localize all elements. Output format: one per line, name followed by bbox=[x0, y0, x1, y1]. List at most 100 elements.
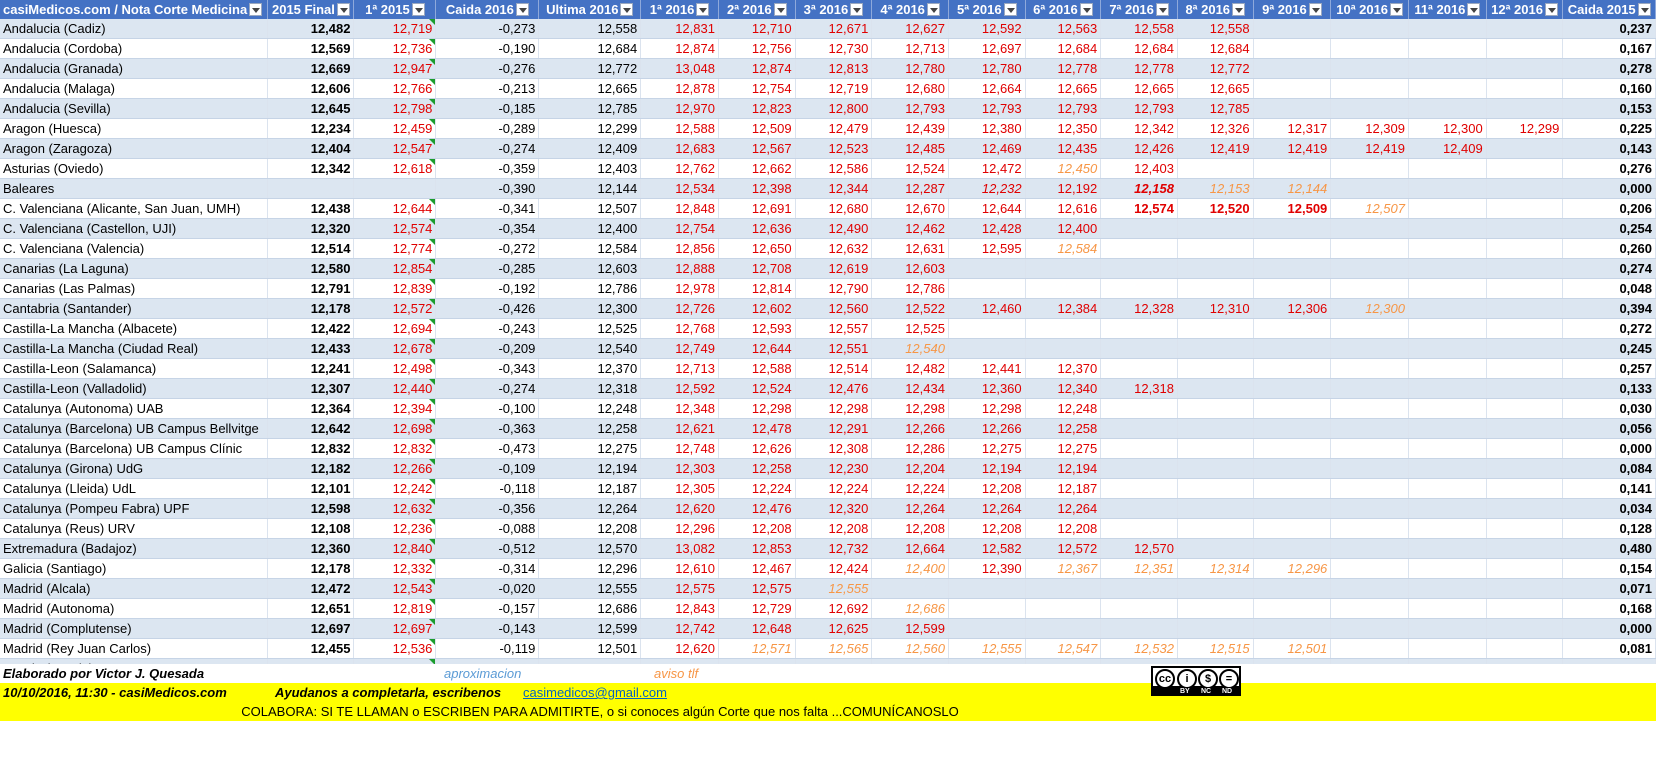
cell-1-2015[interactable]: 12,840 bbox=[353, 538, 437, 559]
cell-1-2015[interactable]: 12,618 bbox=[353, 158, 437, 179]
cell-caida-2016[interactable]: -0,473 bbox=[435, 438, 540, 459]
cell-2-2016[interactable]: 12,208 bbox=[718, 518, 796, 539]
cell-2015-final[interactable]: 12,791 bbox=[267, 278, 355, 299]
cell-6-2016[interactable]: 12,572 bbox=[1025, 538, 1102, 559]
cell-6-2016[interactable]: 12,563 bbox=[1025, 19, 1102, 39]
university-name-cell[interactable]: Madrid (Complutense) bbox=[0, 618, 269, 639]
cell-caida-2016[interactable]: -0,119 bbox=[435, 638, 540, 659]
cell-6-2016[interactable]: 12,616 bbox=[1025, 198, 1102, 219]
column-header-3[interactable]: Caida 2016 bbox=[435, 0, 540, 19]
filter-dropdown-icon[interactable] bbox=[1467, 3, 1481, 17]
cell-caida-2016[interactable]: -0,192 bbox=[435, 278, 540, 299]
cell-caida-2016[interactable]: -0,512 bbox=[435, 538, 540, 559]
cell-ultima-2016[interactable]: 12,187 bbox=[538, 478, 642, 499]
university-name-cell[interactable]: Baleares bbox=[0, 178, 269, 199]
cell-2015-final[interactable]: 12,669 bbox=[267, 58, 355, 79]
cell-4-2016[interactable]: 12,631 bbox=[871, 238, 949, 259]
cell-1-2015[interactable]: 12,766 bbox=[353, 78, 437, 99]
cell-5-2016[interactable]: 12,298 bbox=[948, 398, 1026, 419]
university-name-cell[interactable]: C. Valenciana (Castellon, UJI) bbox=[0, 218, 269, 239]
cell-5-2016[interactable]: 12,441 bbox=[948, 358, 1026, 379]
cell-9-2016[interactable] bbox=[1253, 398, 1332, 419]
cell-ultima-2016[interactable]: 12,786 bbox=[538, 278, 642, 299]
cell-4-2016[interactable]: 12,680 bbox=[871, 78, 949, 99]
column-header-14[interactable]: 10ª 2016 bbox=[1330, 0, 1409, 19]
cell-11-2016[interactable] bbox=[1408, 498, 1487, 519]
cell-2-2016[interactable]: 12,874 bbox=[718, 58, 796, 79]
cell-2015-final[interactable]: 12,832 bbox=[267, 438, 355, 459]
university-name-cell[interactable]: Catalunya (Autonoma) UAB bbox=[0, 398, 269, 419]
cell-10-2016[interactable]: 12,309 bbox=[1330, 118, 1409, 139]
cell-11-2016[interactable] bbox=[1408, 578, 1487, 599]
cell-4-2016[interactable]: 12,560 bbox=[871, 638, 949, 659]
cell-7-2016[interactable]: 12,558 bbox=[1100, 19, 1178, 39]
cell-2015-final[interactable]: 12,580 bbox=[267, 258, 355, 279]
cell-8-2016[interactable]: 12,326 bbox=[1177, 118, 1254, 139]
cell-1-2015[interactable]: 12,574 bbox=[353, 218, 437, 239]
cell-10-2016[interactable] bbox=[1330, 278, 1409, 299]
cell-1-2015[interactable]: 12,536 bbox=[353, 638, 437, 659]
cell-11-2016[interactable] bbox=[1408, 458, 1487, 479]
cell-caida-2015[interactable]: 0,034 bbox=[1562, 498, 1656, 519]
cell-9-2016[interactable] bbox=[1253, 38, 1332, 59]
cell-1-2015[interactable]: 12,694 bbox=[353, 318, 437, 339]
cell-9-2016[interactable] bbox=[1253, 19, 1332, 39]
cell-11-2016[interactable] bbox=[1408, 258, 1487, 279]
cell-5-2016[interactable]: 12,360 bbox=[948, 378, 1026, 399]
cell-6-2016[interactable] bbox=[1025, 318, 1102, 339]
cell-9-2016[interactable] bbox=[1253, 318, 1332, 339]
cell-5-2016[interactable] bbox=[948, 278, 1026, 299]
cell-10-2016[interactable] bbox=[1330, 438, 1409, 459]
cell-8-2016[interactable]: 12,314 bbox=[1177, 558, 1254, 579]
cell-3-2016[interactable]: 12,230 bbox=[795, 458, 873, 479]
cell-caida-2015[interactable]: 0,168 bbox=[1562, 598, 1656, 619]
cell-caida-2016[interactable]: -0,272 bbox=[435, 238, 540, 259]
cell-caida-2016[interactable]: -0,020 bbox=[435, 578, 540, 599]
cell-9-2016[interactable]: 12,419 bbox=[1253, 138, 1332, 159]
cell-2-2016[interactable]: 12,509 bbox=[718, 118, 796, 139]
cell-1-2016[interactable]: 12,749 bbox=[640, 338, 719, 359]
cell-4-2016[interactable]: 12,287 bbox=[871, 178, 949, 199]
column-header-9[interactable]: 5ª 2016 bbox=[948, 0, 1026, 19]
cell-12-2016[interactable] bbox=[1486, 178, 1564, 199]
cell-2015-final[interactable]: 12,178 bbox=[267, 558, 355, 579]
filter-dropdown-icon[interactable] bbox=[1232, 3, 1246, 17]
cell-caida-2016[interactable]: -0,243 bbox=[435, 318, 540, 339]
cell-4-2016[interactable]: 12,266 bbox=[871, 418, 949, 439]
cell-7-2016[interactable]: 12,778 bbox=[1100, 58, 1178, 79]
cell-1-2016[interactable]: 12,856 bbox=[640, 238, 719, 259]
cell-3-2016[interactable]: 12,692 bbox=[795, 598, 873, 619]
cell-7-2016[interactable]: 12,570 bbox=[1100, 538, 1178, 559]
cell-1-2016[interactable]: 12,768 bbox=[640, 318, 719, 339]
cell-10-2016[interactable]: 12,300 bbox=[1330, 298, 1409, 319]
cell-1-2015[interactable]: 12,236 bbox=[353, 518, 437, 539]
cell-7-2016[interactable] bbox=[1100, 598, 1178, 619]
cell-5-2016[interactable]: 12,460 bbox=[948, 298, 1026, 319]
cell-11-2016[interactable] bbox=[1408, 38, 1487, 59]
cell-10-2016[interactable] bbox=[1330, 578, 1409, 599]
column-header-0[interactable]: casiMedicos.com / Nota Corte Medicina bbox=[0, 0, 269, 19]
cell-1-2016[interactable]: 12,621 bbox=[640, 418, 719, 439]
cell-10-2016[interactable] bbox=[1330, 38, 1409, 59]
cell-12-2016[interactable] bbox=[1486, 598, 1564, 619]
cell-ultima-2016[interactable]: 12,144 bbox=[538, 178, 642, 199]
cell-caida-2016[interactable]: -0,343 bbox=[435, 358, 540, 379]
cell-10-2016[interactable] bbox=[1330, 178, 1409, 199]
cell-3-2016[interactable]: 12,555 bbox=[795, 578, 873, 599]
cell-11-2016[interactable] bbox=[1408, 19, 1487, 39]
cell-2-2016[interactable]: 12,298 bbox=[718, 398, 796, 419]
filter-dropdown-icon[interactable] bbox=[1003, 3, 1017, 17]
cell-8-2016[interactable] bbox=[1177, 278, 1254, 299]
cell-3-2016[interactable]: 12,790 bbox=[795, 278, 873, 299]
cell-7-2016[interactable]: 12,403 bbox=[1100, 158, 1178, 179]
cell-12-2016[interactable] bbox=[1486, 38, 1564, 59]
cell-1-2016[interactable]: 12,713 bbox=[640, 358, 719, 379]
cell-8-2016[interactable] bbox=[1177, 578, 1254, 599]
university-name-cell[interactable]: Castilla-Leon (Valladolid) bbox=[0, 378, 269, 399]
cell-1-2016[interactable]: 12,683 bbox=[640, 138, 719, 159]
cell-7-2016[interactable]: 12,342 bbox=[1100, 118, 1178, 139]
cell-11-2016[interactable] bbox=[1408, 298, 1487, 319]
cell-9-2016[interactable] bbox=[1253, 278, 1332, 299]
cell-7-2016[interactable] bbox=[1100, 418, 1178, 439]
cell-1-2015[interactable]: 12,572 bbox=[353, 298, 437, 319]
